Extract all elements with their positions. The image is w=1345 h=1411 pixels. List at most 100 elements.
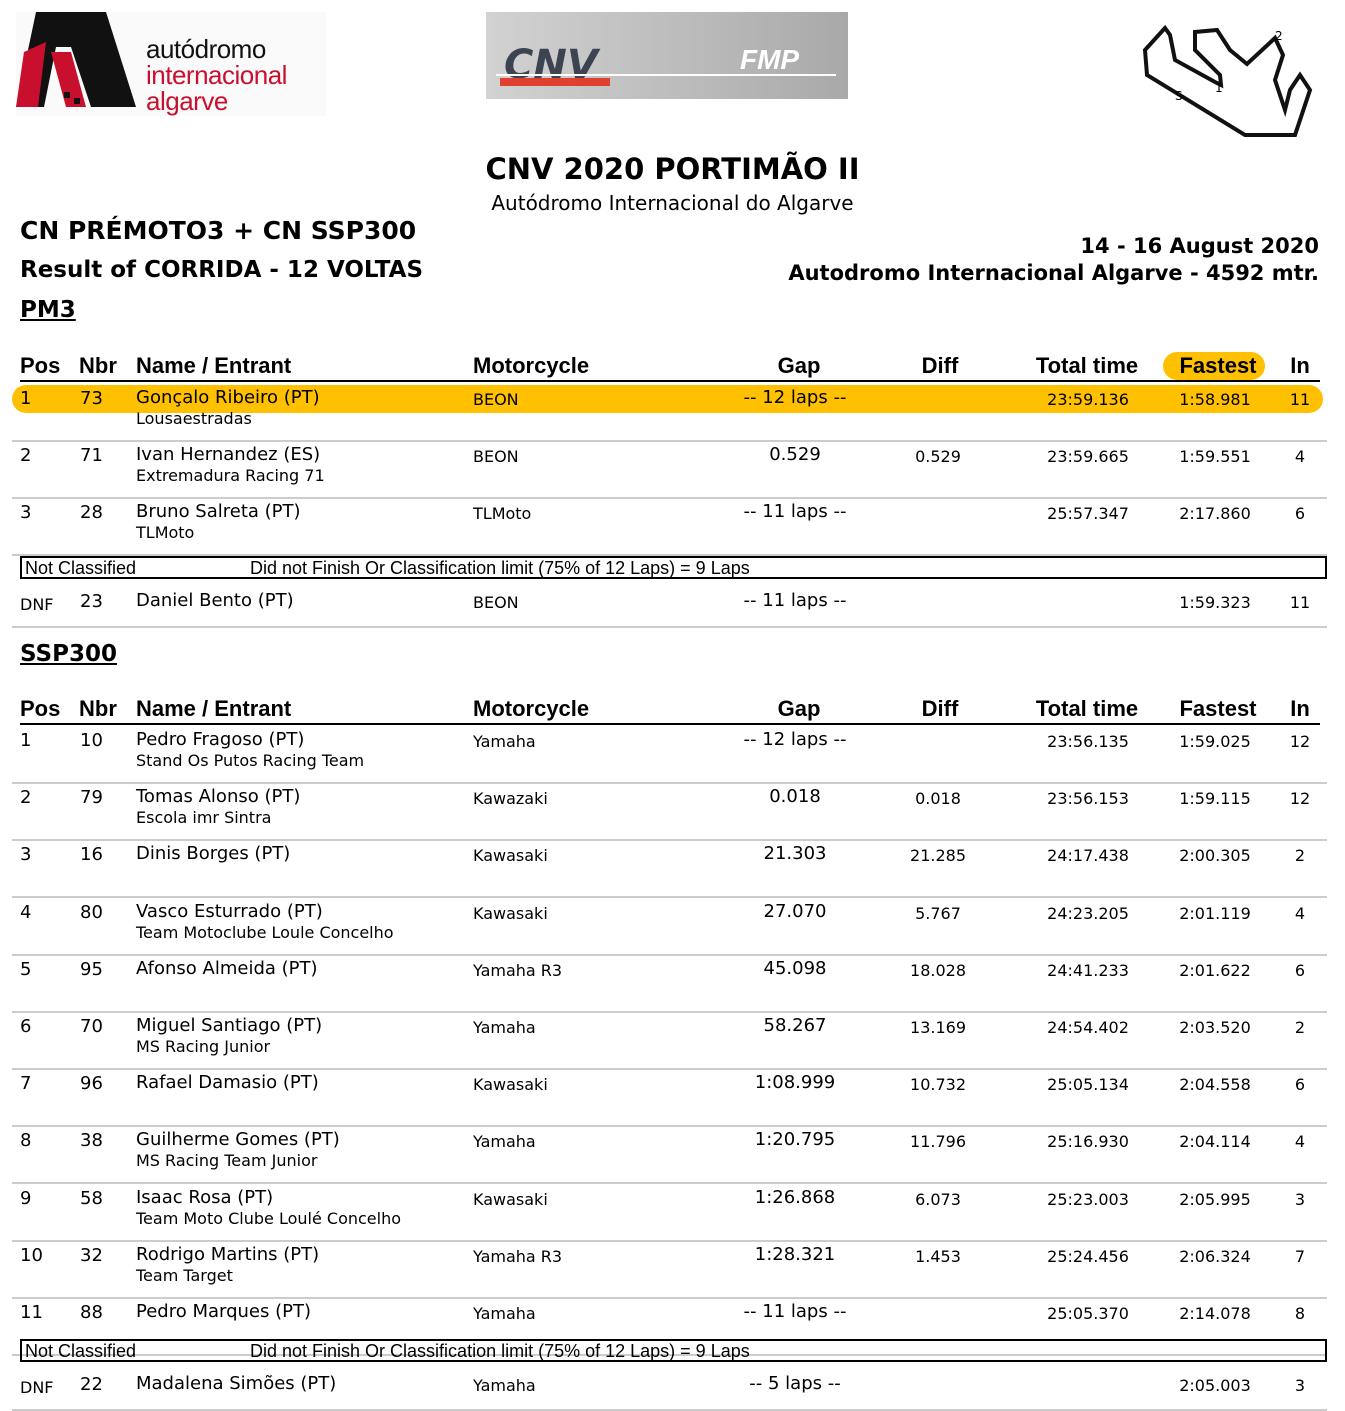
entrant-cell: Lousaestradas [136, 409, 252, 428]
diff-cell: 18.028 [910, 960, 966, 980]
table-row[interactable]: 2 79 Tomas Alonso (PT) Escola imr Sintra Kaw… [12, 784, 1327, 842]
pos-cell: 10 [20, 1244, 43, 1266]
in-cell: 6 [1294, 1075, 1306, 1095]
gap-cell: 0.018 [769, 786, 821, 808]
circuit-info: Autodromo Internacional Algarve - 4592 m… [788, 261, 1319, 285]
column-header: Gap [777, 696, 821, 721]
table-row[interactable]: 8 38 Guilherme Gomes (PT) MS Racing Team Ju… [12, 1127, 1327, 1185]
event-dates: 14 - 16 August 2020 [1080, 234, 1319, 258]
column-header: Nbr [79, 696, 117, 721]
motorcycle-cell: Yamaha [473, 1018, 536, 1037]
aia-logo-mark-icon [16, 12, 136, 107]
table-row[interactable]: 1 10 Pedro Fragoso (PT) Stand Os Putos Raci… [12, 727, 1327, 784]
event-venue: Autódromo Internacional do Algarve [491, 191, 854, 215]
table-row[interactable]: 7 96 Rafael Damasio (PT) Kawasaki 1:08.999 10… [12, 1070, 1327, 1128]
autodromo-logo: autódromo internacional algarve [16, 12, 326, 116]
fastest-cell: 2:05.003 [1179, 1376, 1251, 1395]
column-header: In [1290, 696, 1310, 721]
nbr-cell: 58 [80, 1187, 103, 1209]
table-row[interactable]: 6 70 Miguel Santiago (PT) MS Racing Junior Y… [12, 1013, 1327, 1070]
cnv-fmp-logo: CNV FMP [486, 12, 848, 99]
nbr-cell: 23 [80, 591, 103, 612]
track-label-1: 1 [1215, 81, 1223, 95]
cnv-red-bar [500, 78, 610, 86]
in-cell: 8 [1294, 1304, 1306, 1323]
table-row[interactable]: 11 88 Pedro Marques (PT) Yamaha -- 11 laps -… [12, 1299, 1327, 1356]
gap-cell: 45.098 [763, 957, 827, 979]
dnf-row[interactable]: DNF 23 Daniel Bento (PT) BEON -- 11 laps -- 1… [12, 588, 1327, 628]
column-header: Nbr [79, 353, 117, 378]
in-cell: 6 [1294, 960, 1306, 980]
circuit-map-icon: 2 1 S [1142, 24, 1313, 137]
total-time-cell: 23:59.665 [1047, 447, 1129, 467]
table-row[interactable]: 9 58 Isaac Rosa (PT) Team Moto Clube Loulé … [12, 1185, 1327, 1242]
column-header: Total time [1035, 353, 1139, 378]
in-cell: 2 [1294, 1018, 1306, 1037]
logo-divider [496, 74, 836, 76]
total-time-cell: 25:16.930 [1047, 1132, 1129, 1152]
entrant-cell: MS Racing Junior [136, 1037, 271, 1056]
gap-cell: -- 11 laps -- [743, 590, 847, 611]
section-title: PM3 [20, 297, 76, 323]
name-cell: Guilherme Gomes (PT) [136, 1129, 340, 1151]
not-classified-box: Not Classified Did not Finish Or Classifi… [20, 556, 1327, 579]
column-header: Diff [921, 353, 959, 378]
fastest-cell: 1:59.323 [1179, 593, 1251, 612]
entrant-cell: MS Racing Team Junior [136, 1151, 318, 1171]
fastest-cell: 2:00.305 [1179, 846, 1251, 866]
logo-text-2: internacional [146, 60, 287, 90]
pos-cell: 7 [20, 1073, 32, 1095]
table-row[interactable]: 4 80 Vasco Esturrado (PT) Team Motoclube Lo… [12, 899, 1327, 956]
total-time-cell: 23:59.136 [1047, 390, 1129, 409]
gap-cell: 1:08.999 [754, 1072, 836, 1094]
table-header: Pos Nbr Name / Entrant Motorcycle Gap Diff Tot… [20, 696, 1320, 725]
nbr-cell: 10 [80, 730, 103, 751]
fastest-cell: 1:59.115 [1179, 789, 1251, 809]
total-time-cell: 24:23.205 [1047, 903, 1129, 923]
table-row[interactable]: 3 28 Bruno Salreta (PT) TLMoto TLMoto -- 11 l… [12, 499, 1327, 557]
nbr-cell: 96 [80, 1073, 103, 1095]
motorcycle-cell: Yamaha R3 [473, 960, 563, 980]
table-row[interactable]: 10 32 Rodrigo Martins (PT) Team Target Yamah… [12, 1242, 1327, 1299]
gap-cell: -- 12 laps -- [743, 387, 847, 408]
table-row[interactable]: 2 71 Ivan Hernandez (ES) Extremadura Racing… [12, 442, 1327, 500]
motorcycle-cell: Yamaha R3 [473, 1246, 563, 1266]
in-cell: 12 [1289, 732, 1311, 751]
gap-cell: 58.267 [763, 1015, 827, 1036]
entrant-cell: Escola imr Sintra [136, 808, 272, 828]
fastest-cell: 1:58.981 [1179, 390, 1251, 409]
name-cell: Isaac Rosa (PT) [136, 1186, 274, 1208]
nbr-cell: 80 [80, 901, 103, 923]
column-header: Pos [20, 696, 61, 721]
fmp-logo-text: FMP [740, 44, 800, 75]
gap-cell: 0.529 [769, 444, 821, 466]
table-row[interactable]: 5 95 Afonso Almeida (PT) Yamaha R3 45.098 18.… [12, 956, 1327, 1013]
nbr-cell: 70 [80, 1016, 103, 1037]
in-cell: 6 [1294, 504, 1306, 524]
name-cell: Pedro Marques (PT) [136, 1301, 311, 1322]
name-cell: Gonçalo Ribeiro (PT) [136, 387, 320, 408]
motorcycle-cell: BEON [473, 390, 519, 409]
logo-text-3: algarve [146, 86, 228, 116]
table-row[interactable]: 1 73 Gonçalo Ribeiro (PT) Lousaestradas BEON… [12, 385, 1327, 442]
table-row[interactable]: 3 16 Dinis Borges (PT) Kawasaki 21.303 21.285… [12, 841, 1327, 899]
dnf-row[interactable]: DNF 22 Madalena Simões (PT) Yamaha -- 5 laps… [12, 1371, 1327, 1411]
gap-cell: 27.070 [763, 900, 827, 922]
name-cell: Tomas Alonso (PT) [136, 786, 301, 808]
entrant-cell: Team Moto Clube Loulé Concelho [136, 1208, 402, 1228]
fastest-cell: 1:59.551 [1179, 447, 1251, 467]
name-cell: Bruno Salreta (PT) [136, 501, 301, 523]
column-header: Gap [777, 353, 821, 378]
gap-cell: -- 11 laps -- [743, 1301, 847, 1322]
entrant-cell: Stand Os Putos Racing Team [136, 751, 365, 770]
pos-cell: DNF [20, 1378, 54, 1397]
total-time-cell: 25:23.003 [1047, 1189, 1129, 1209]
name-cell: Pedro Fragoso (PT) [136, 729, 305, 750]
fastest-highlight [1163, 352, 1265, 380]
in-cell: 4 [1294, 903, 1306, 923]
motorcycle-cell: Yamaha [473, 732, 536, 751]
name-cell: Vasco Esturrado (PT) [136, 900, 323, 922]
total-time-cell: 25:05.134 [1047, 1075, 1129, 1095]
total-time-cell: 24:17.438 [1047, 846, 1129, 866]
total-time-cell: 23:56.135 [1047, 732, 1129, 751]
